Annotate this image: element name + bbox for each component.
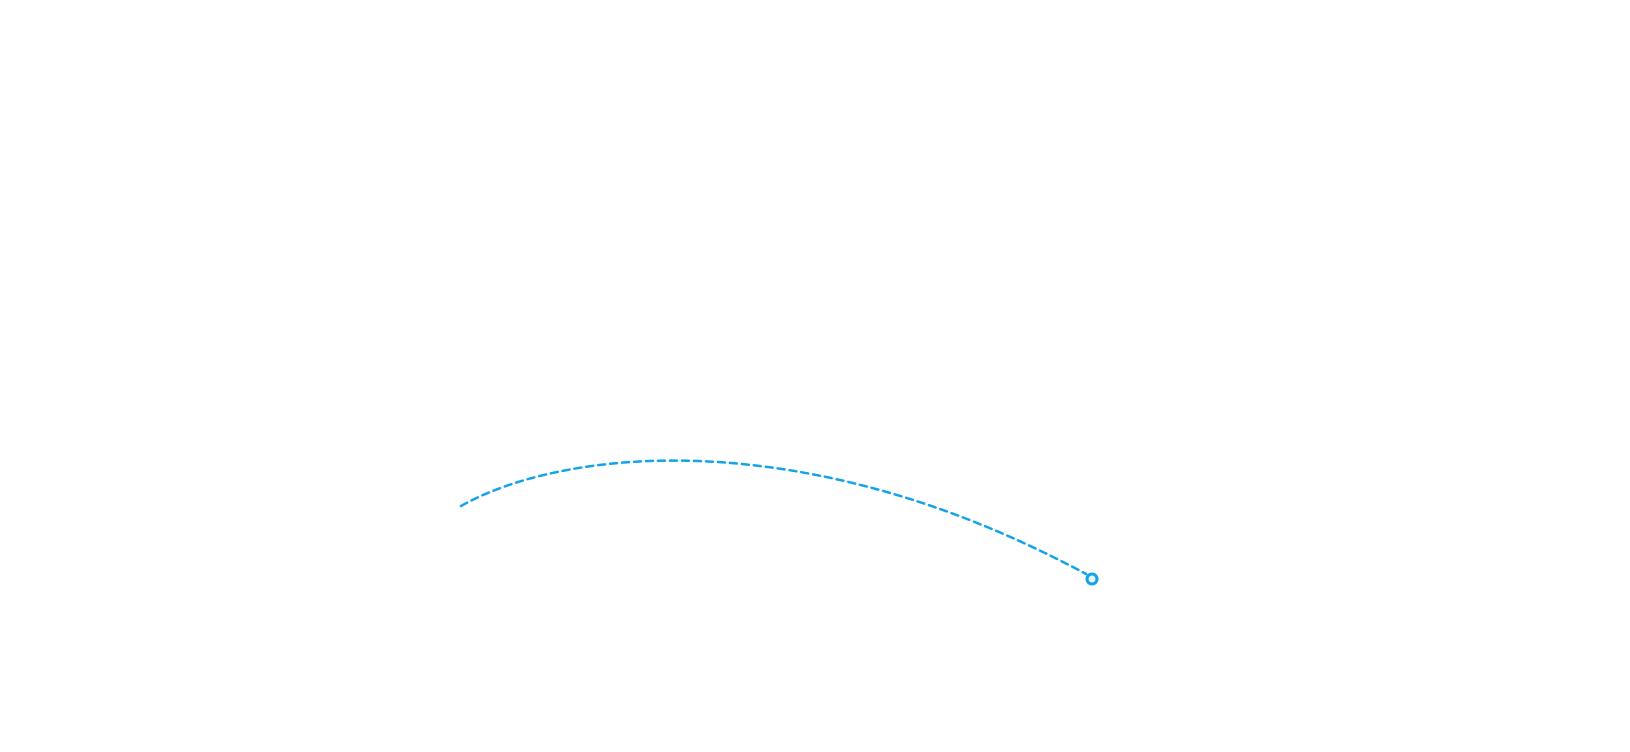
dashed-connector-curve[interactable] <box>459 459 1088 576</box>
circle-handle-icon[interactable] <box>1085 572 1099 586</box>
